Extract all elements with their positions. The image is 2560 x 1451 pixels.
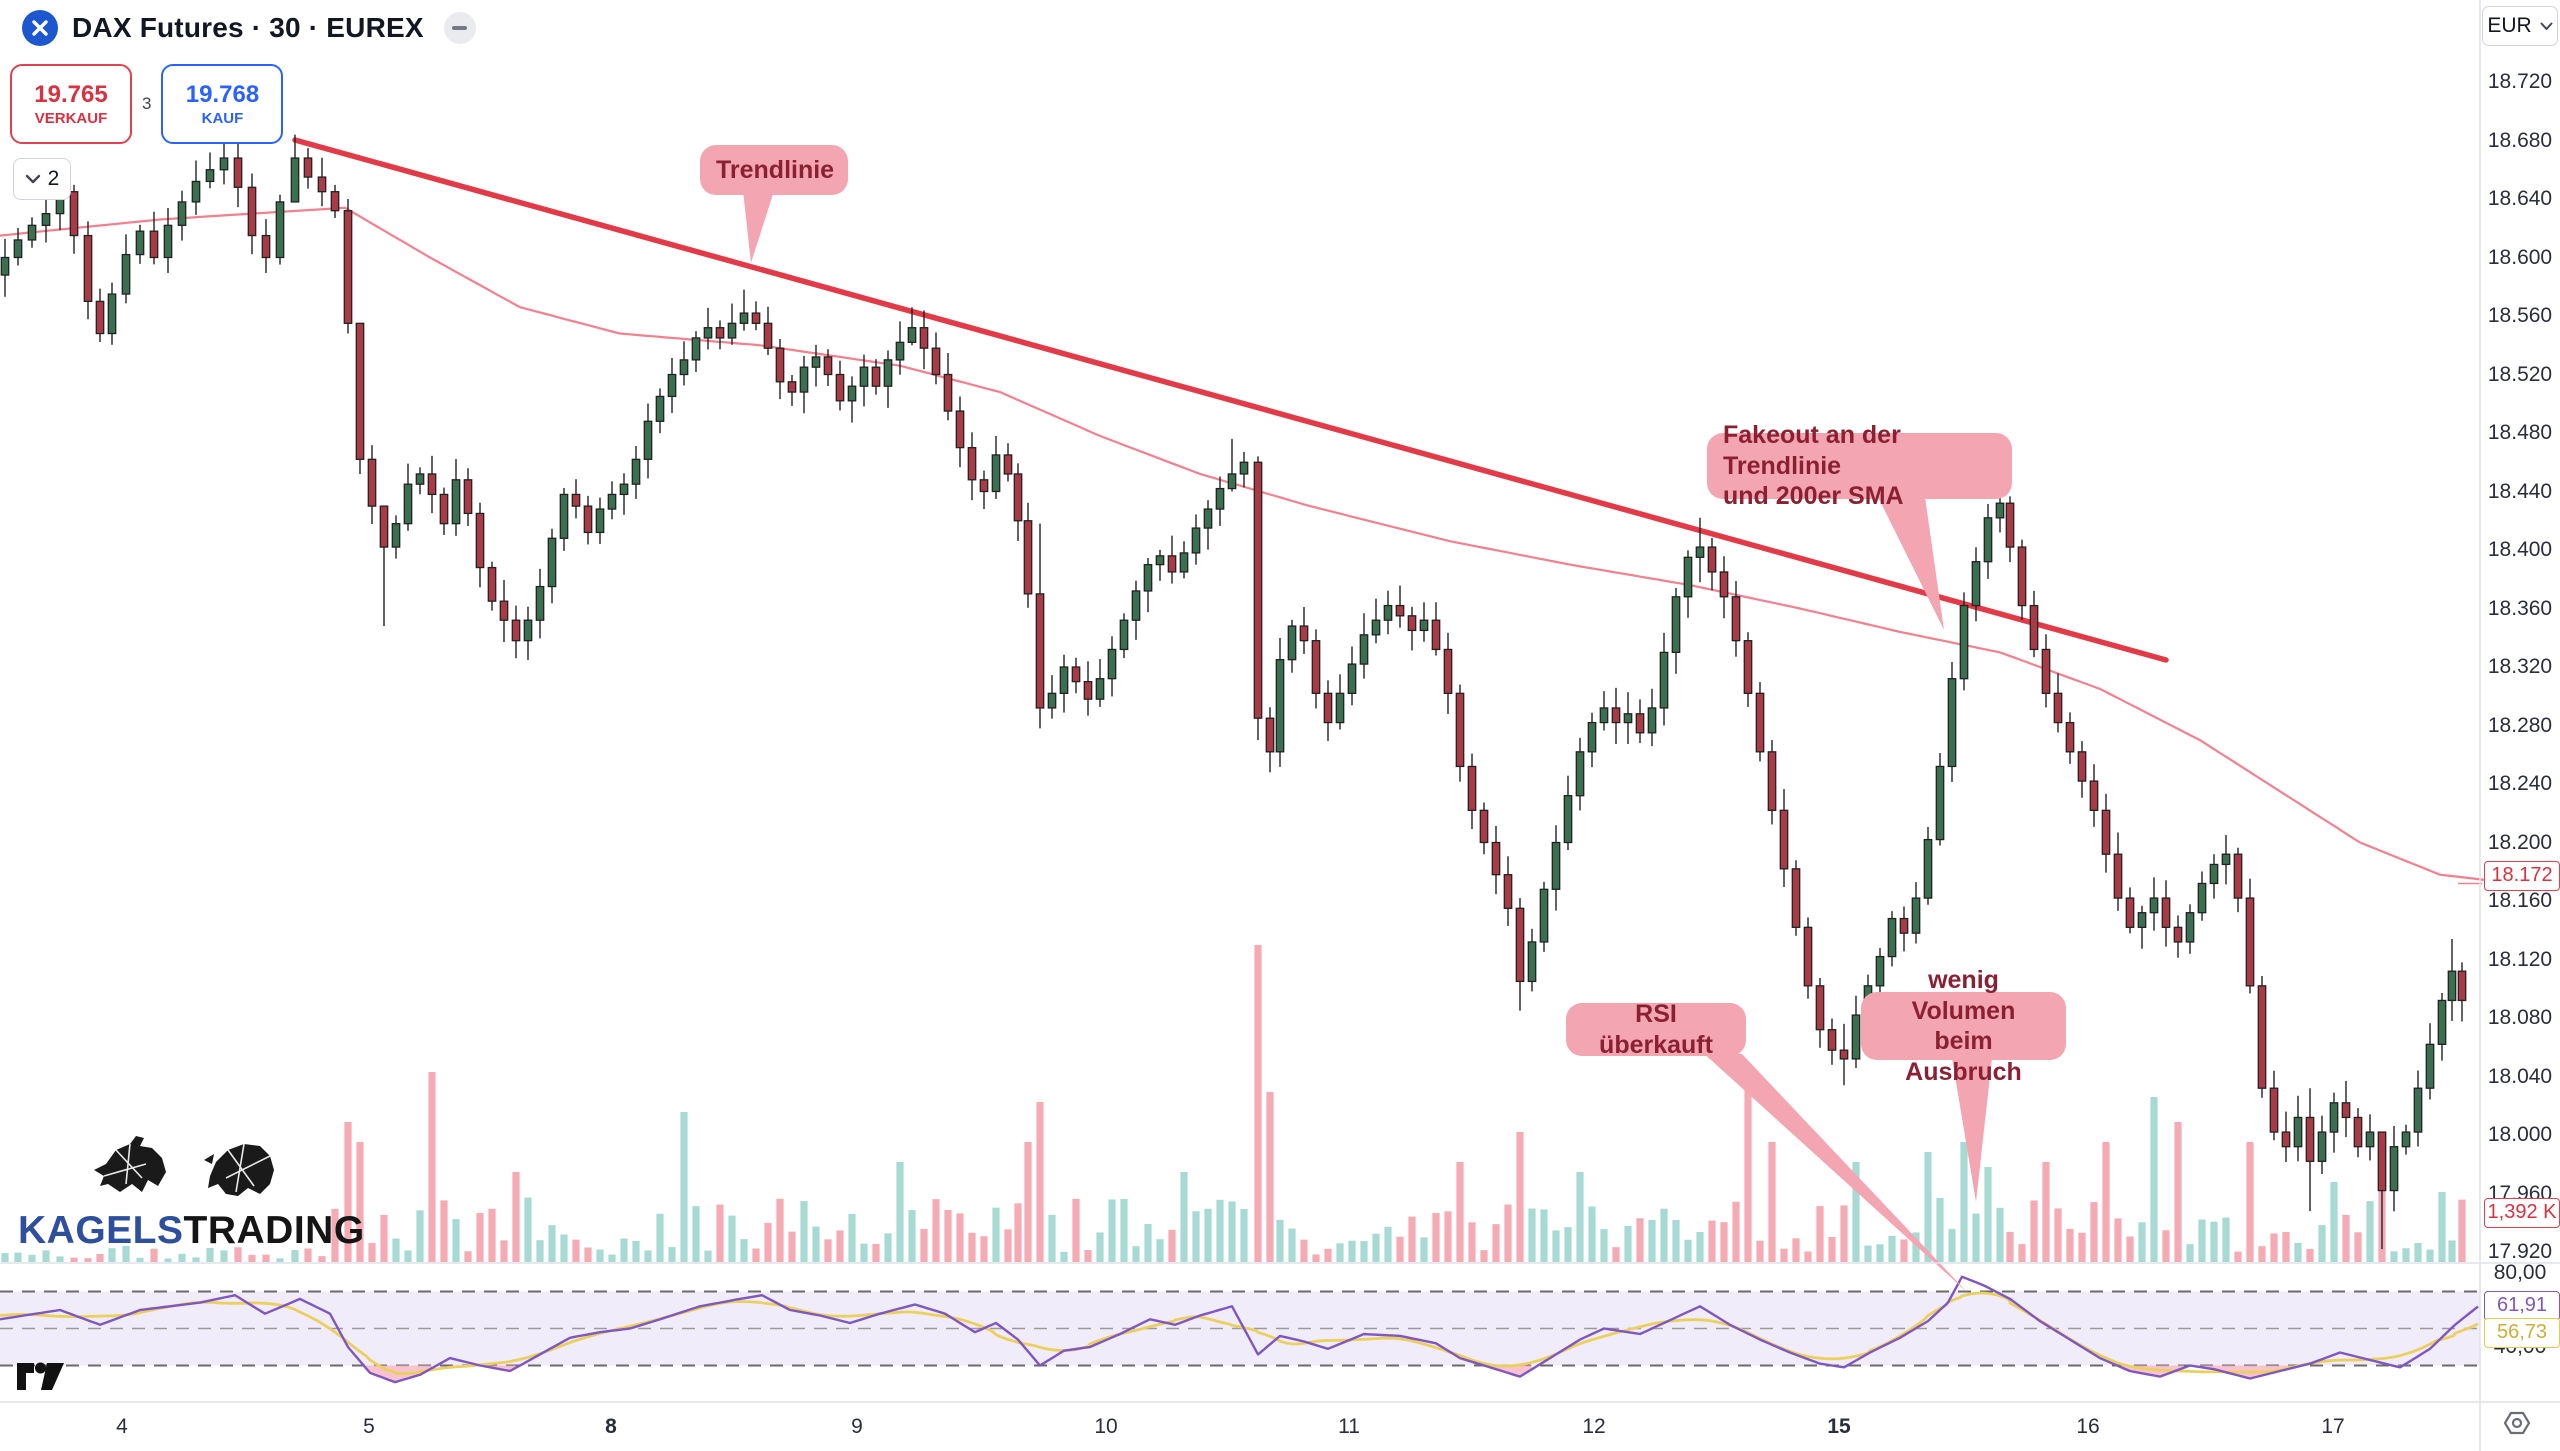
sma-200-line[interactable] <box>0 206 2516 885</box>
callout-text: wenig Volumen <box>1911 966 2016 1025</box>
time-axis-label: 5 <box>363 1415 375 1438</box>
chart-header: DAX Futures · 30 · EUREX <box>22 10 476 46</box>
brand-text: KAGELSTRADING <box>18 1209 365 1253</box>
tradingview-logo-icon[interactable] <box>16 1356 66 1392</box>
rsi-oversold-fill <box>366 1365 2400 1383</box>
rsi-line[interactable] <box>0 1275 2479 1384</box>
price-axis-label: 18.400 <box>2487 538 2553 561</box>
currency-selector[interactable]: EUR <box>2482 6 2558 46</box>
time-axis-label: 16 <box>2076 1415 2100 1438</box>
volume-bars <box>1 945 2466 1262</box>
price-axis-label: 18.440 <box>2487 479 2553 503</box>
buy-price: 19.768 <box>185 80 260 108</box>
brand-second: TRADING <box>183 1209 365 1252</box>
price-axis-label: 18.640 <box>2487 187 2553 210</box>
buy-button[interactable]: 19.768 KAUF <box>161 64 284 144</box>
price-axis-label: 18.360 <box>2487 596 2553 620</box>
price-axis-label: 18.040 <box>2487 1064 2553 1088</box>
spread-value: 3 <box>142 94 152 113</box>
order-panel: 19.765 VERKAUF 3 19.768 KAUF <box>10 64 284 144</box>
minus-icon <box>452 26 468 30</box>
rsi-ma-value-box: 56,73 <box>2484 1318 2560 1348</box>
buy-label: KAUF <box>201 110 244 128</box>
time-axis-label: 15 <box>1827 1415 1851 1438</box>
callout-text: beim Ausbruch <box>1905 1027 2022 1086</box>
volume-value-box: 1,392 K <box>2484 1198 2560 1228</box>
chevron-down-icon <box>25 174 40 184</box>
sma-value-box: 18.172 <box>2484 861 2560 891</box>
callout-fakeout[interactable]: Fakeout an der Trendlinie und 200er SMA <box>1707 421 2012 510</box>
time-axis-label: 9 <box>851 1415 863 1438</box>
gear-icon[interactable] <box>2502 1408 2532 1438</box>
time-axis-label: 4 <box>116 1415 128 1438</box>
price-axis-label: 18.080 <box>2487 1006 2553 1029</box>
callout-rsi-ueberkauft[interactable]: RSI überkauft <box>1566 1000 1746 1059</box>
price-axis-label: 18.560 <box>2487 304 2553 327</box>
sell-price: 19.765 <box>34 80 108 108</box>
price-axis-label: 18.600 <box>2487 245 2553 269</box>
symbol-logo-icon <box>22 10 58 46</box>
bull-bear-icon <box>94 1136 274 1196</box>
price-axis-label: 18.520 <box>2487 362 2553 386</box>
price-axis-label: 18.720 <box>2487 70 2553 93</box>
price-axis-label: 18.000 <box>2487 1123 2553 1146</box>
callout-text: Fakeout an der Trendlinie <box>1723 421 1901 480</box>
price-axis-label: 18.280 <box>2487 713 2553 737</box>
callout-text: RSI überkauft <box>1599 1000 1713 1059</box>
callout-tails <box>743 191 1992 1293</box>
sell-button[interactable]: 19.765 VERKAUF <box>10 64 132 144</box>
price-axis-label: 17.920 <box>2487 1240 2553 1263</box>
callout-text: und 200er SMA <box>1723 482 1904 511</box>
rsi-axis-label: 80,00 <box>2493 1261 2547 1284</box>
callout-trendlinie[interactable]: Trendlinie <box>700 145 848 195</box>
sell-label: VERKAUF <box>34 110 108 128</box>
indicators-count: 2 <box>47 167 60 190</box>
callout-text: Trendlinie <box>716 155 835 184</box>
price-axis-label: 18.160 <box>2487 889 2553 912</box>
brand-first: KAGELS <box>18 1209 184 1252</box>
kagels-trading-watermark: KAGELSTRADING <box>18 1134 365 1253</box>
trendline-drawing[interactable] <box>292 137 2169 663</box>
rsi-band <box>0 1290 2480 1367</box>
price-axis[interactable]: 18.720 18.680 18.640 18.600 18.560 18.520 18.4… <box>2480 0 2560 1451</box>
rsi-value-box: 61,91 <box>2484 1291 2560 1321</box>
time-axis-label: 10 <box>1094 1415 1118 1438</box>
time-axis[interactable]: 4 5 8 9 10 11 12 15 16 17 <box>0 1403 2560 1451</box>
time-axis-label: 8 <box>605 1415 617 1438</box>
candles-layer <box>0 134 2467 1250</box>
chevron-down-icon <box>2540 22 2553 30</box>
time-axis-label: 12 <box>1582 1415 1606 1438</box>
price-axis-label: 18.200 <box>2487 830 2553 854</box>
indicators-collapse-chip[interactable]: 2 <box>13 158 71 200</box>
price-axis-label: 18.240 <box>2487 772 2553 795</box>
callout-wenig-volumen[interactable]: wenig Volumen beim Ausbruch <box>1861 966 2066 1086</box>
price-axis-label: 18.680 <box>2487 128 2553 152</box>
hide-panel-button[interactable] <box>443 12 476 44</box>
price-axis-label: 18.120 <box>2487 947 2553 971</box>
symbol-title[interactable]: DAX Futures · 30 · EUREX <box>72 12 424 43</box>
price-axis-label: 18.480 <box>2487 421 2553 444</box>
currency-label: EUR <box>2487 14 2532 37</box>
time-axis-label: 11 <box>1338 1415 1360 1438</box>
time-axis-label: 17 <box>2321 1415 2345 1438</box>
price-axis-label: 18.320 <box>2487 655 2553 678</box>
